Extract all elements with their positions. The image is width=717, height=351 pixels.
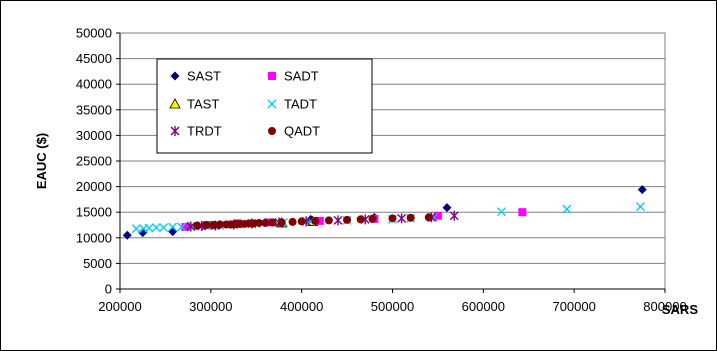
data-point-tadt bbox=[159, 223, 169, 233]
data-point-tadt bbox=[131, 224, 141, 234]
data-point-tadt bbox=[168, 222, 178, 232]
y-axis-label: EAUC ($) bbox=[34, 133, 49, 189]
data-point-qadt bbox=[297, 217, 306, 226]
legend-item-sadt: SADT bbox=[268, 69, 319, 84]
data-point-qadt bbox=[261, 218, 270, 227]
data-point-trdt bbox=[333, 215, 343, 226]
data-point-qadt bbox=[254, 218, 263, 227]
legend-label: TADT bbox=[284, 97, 317, 112]
data-point-qadt bbox=[215, 220, 224, 229]
legend-label: SAST bbox=[187, 69, 221, 84]
legend-marker-sadt bbox=[268, 72, 276, 80]
y-tick-label: 45000 bbox=[76, 51, 112, 66]
data-point-qadt bbox=[288, 217, 297, 226]
y-tick-label: 20000 bbox=[76, 179, 112, 194]
legend: SAST SADT TAST TADT TRDT QADT bbox=[156, 58, 373, 154]
data-point-qadt bbox=[193, 221, 202, 230]
data-point-sadt bbox=[433, 211, 442, 220]
x-tick-label: 400000 bbox=[280, 299, 323, 314]
legend-box bbox=[156, 58, 373, 154]
data-point-trdt bbox=[397, 213, 407, 224]
data-point-tadt bbox=[151, 223, 161, 233]
legend-item-trdt: TRDT bbox=[170, 124, 222, 139]
y-tick-label: 5000 bbox=[83, 256, 112, 271]
legend-label: TRDT bbox=[187, 124, 222, 139]
y-tick-label: 30000 bbox=[76, 128, 112, 143]
x-tick-label: 700000 bbox=[552, 299, 595, 314]
data-point-sast bbox=[442, 203, 452, 213]
data-point-qadt bbox=[356, 215, 365, 224]
data-point-sast bbox=[637, 185, 647, 195]
data-point-tadt bbox=[497, 207, 506, 217]
data-point-qadt bbox=[368, 214, 377, 223]
legend-item-qadt: QADT bbox=[268, 124, 320, 139]
data-point-qadt bbox=[324, 216, 333, 225]
legend-label: SADT bbox=[284, 69, 319, 84]
legend-marker-tast bbox=[169, 98, 181, 109]
data-point-tadt bbox=[177, 222, 187, 232]
y-tick-label: 0 bbox=[105, 282, 112, 297]
data-point-qadt bbox=[343, 215, 352, 224]
data-point-qadt bbox=[277, 218, 286, 227]
x-tick-label: 500000 bbox=[371, 299, 414, 314]
data-point-qadt bbox=[311, 216, 320, 225]
data-point-qadt bbox=[202, 221, 211, 229]
data-points bbox=[122, 185, 647, 240]
x-axis-label: SARS bbox=[662, 302, 698, 317]
legend-item-tadt: TADT bbox=[267, 97, 317, 112]
series-qadt bbox=[193, 213, 433, 230]
y-tick-label: 40000 bbox=[76, 77, 112, 92]
y-tick-label: 10000 bbox=[76, 230, 112, 245]
y-tick-label: 35000 bbox=[76, 102, 112, 117]
data-point-tadt bbox=[562, 204, 572, 214]
data-point-tadt bbox=[144, 223, 154, 233]
data-point-qadt bbox=[268, 218, 277, 227]
x-axis-ticks: 200000 300000 400000 500000 600000 700000 8000… bbox=[98, 289, 687, 314]
data-point-qadt bbox=[388, 214, 397, 223]
x-tick-label: 600000 bbox=[462, 299, 505, 314]
data-point-sast bbox=[122, 230, 132, 240]
data-point-qadt bbox=[406, 213, 415, 222]
legend-marker-tadt bbox=[267, 99, 277, 109]
data-point-sadt bbox=[518, 208, 527, 217]
data-point-trdt bbox=[186, 221, 196, 232]
legend-marker-trdt bbox=[170, 126, 180, 136]
x-tick-label: 800000 bbox=[643, 299, 686, 314]
data-point-trdt bbox=[449, 210, 459, 221]
legend-item-sast: SAST bbox=[170, 69, 221, 84]
data-point-qadt bbox=[424, 213, 433, 222]
x-tick-label: 200000 bbox=[98, 299, 141, 314]
y-tick-label: 15000 bbox=[76, 205, 112, 220]
data-point-qadt bbox=[209, 221, 218, 229]
legend-marker-sast bbox=[170, 71, 180, 81]
data-point-sadt bbox=[181, 223, 190, 232]
y-axis-ticks: 0 5000 10000 15000 20000 25000 30000 35000 40000… bbox=[76, 26, 120, 297]
y-tick-label: 25000 bbox=[76, 154, 112, 169]
x-tick-label: 300000 bbox=[189, 299, 232, 314]
legend-marker-qadt bbox=[268, 127, 276, 135]
legend-item-tast: TAST bbox=[169, 97, 219, 112]
data-point-tadt bbox=[635, 202, 645, 212]
y-tick-label: 50000 bbox=[76, 26, 112, 41]
legend-label: QADT bbox=[284, 124, 320, 139]
legend-label: TAST bbox=[187, 97, 219, 112]
data-point-sadt bbox=[315, 216, 324, 225]
